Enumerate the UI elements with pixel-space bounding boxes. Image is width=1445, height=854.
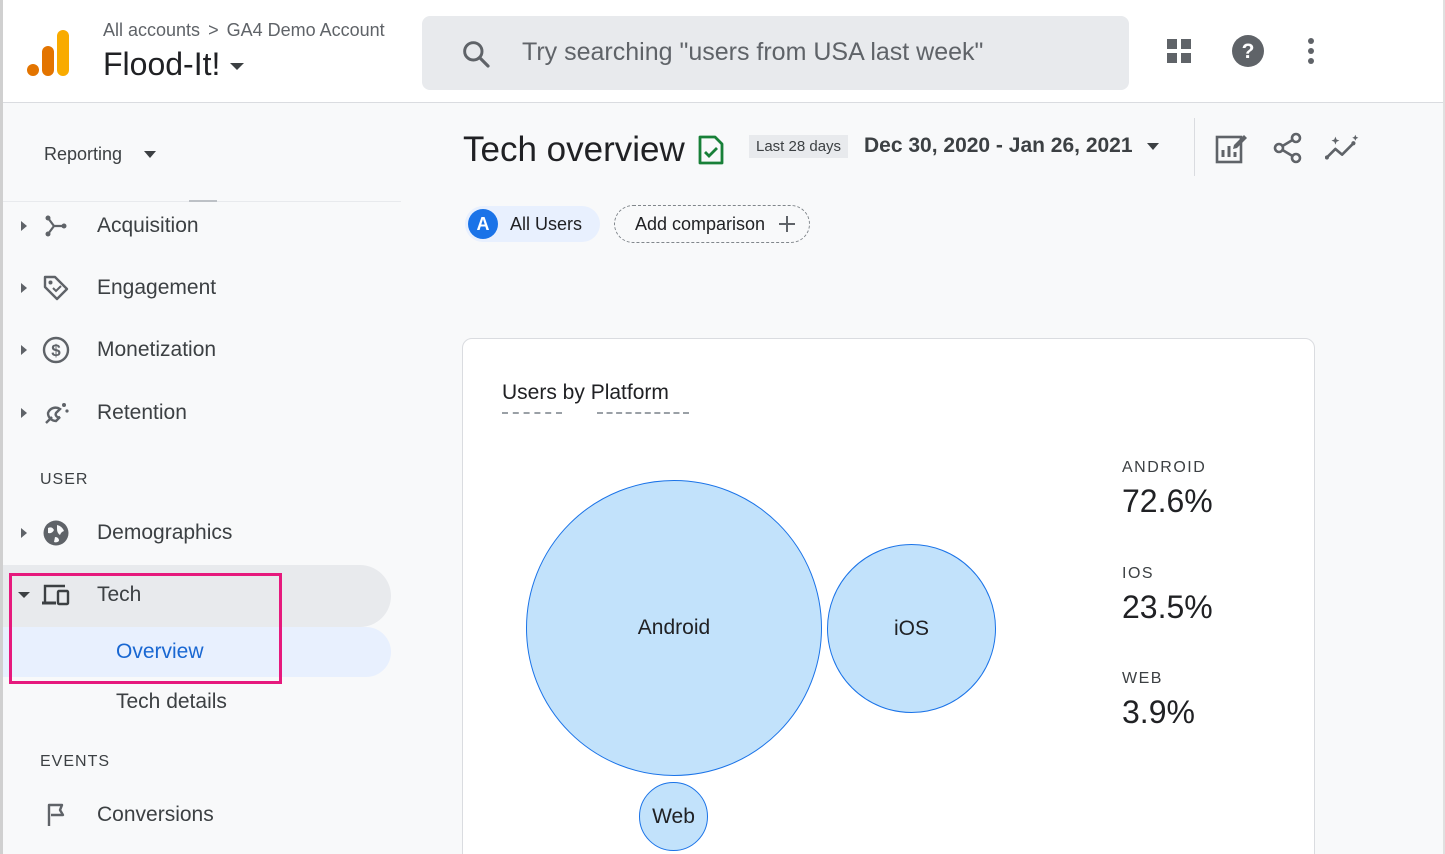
overview-selected-bg [3,627,391,677]
card-title-part1: Users by [502,381,585,404]
verified-report-icon[interactable] [697,134,725,166]
sidebar-item-retention[interactable]: Retention [3,383,391,443]
property-name: Flood-It! [103,46,221,82]
stat-key: ANDROID [1122,459,1207,476]
sidebar-item-label: Demographics [97,521,233,544]
users-by-platform-card: Users by Platform Android iOS Web ANDROI… [462,338,1315,854]
sidebar-item-engagement[interactable]: Engagement [3,258,391,318]
sidebar-item-demographics[interactable]: Demographics [3,503,391,563]
acquisition-icon [41,211,71,241]
stat-value: 23.5% [1122,589,1213,625]
stat-value: 3.9% [1122,694,1195,730]
stat-ios: IOS 23.5% [1122,565,1213,626]
sidebar-subitem-tech-details[interactable]: Tech details [116,690,227,713]
sidebar-item-label: Tech [97,583,142,606]
section-title-user: USER [40,471,89,488]
tag-icon [41,273,71,303]
chevron-right-icon [21,408,27,418]
caret-down-icon [144,151,157,158]
sidebar-item-monetization[interactable]: $ Monetization [3,320,391,380]
chevron-right-icon [21,345,27,355]
svg-text:?: ? [1242,40,1255,63]
dimension-underline [597,412,689,414]
dollar-circle-icon: $ [41,335,71,365]
stat-key: IOS [1122,565,1155,582]
chevron-right-icon [21,528,27,538]
svg-text:$: $ [51,341,61,360]
insights-icon[interactable] [1325,130,1361,166]
add-comparison-button[interactable]: Add comparison [614,205,811,243]
caret-down-icon [1146,142,1159,150]
sidebar-item-label: Engagement [97,276,217,299]
date-preset-chip: Last 28 days [749,135,849,158]
stat-value: 72.6% [1122,483,1213,519]
window-edge [0,0,3,854]
bubble-label: iOS [893,616,929,640]
analytics-logo-icon[interactable] [27,30,71,76]
bubble-ios[interactable]: iOS [827,544,996,713]
date-range-text: Dec 30, 2020 - Jan 26, 2021 [864,134,1133,157]
card-title-part2: Platform [590,381,669,404]
segment-badge: A [468,209,498,239]
bubble-label: Web [652,804,695,828]
caret-down-icon [230,63,245,70]
divider [1194,118,1195,176]
chevron-down-icon [18,592,30,598]
sidebar-item-label: Monetization [97,338,217,361]
sidebar-item-acquisition[interactable]: Acquisition [3,196,391,256]
customize-report-icon[interactable] [1213,130,1249,166]
search-bar[interactable]: Try searching "users from USA last week" [422,16,1129,90]
dimension-underline [502,412,562,414]
stat-key: WEB [1122,670,1163,687]
reporting-dropdown[interactable]: Reporting [44,144,157,165]
stat-web: WEB 3.9% [1122,670,1195,731]
more-vert-icon[interactable] [1293,33,1329,69]
card-title[interactable]: Users by Platform [502,381,669,405]
share-icon[interactable] [1270,130,1306,166]
plus-icon [779,216,796,232]
property-selector[interactable]: Flood-It! [103,46,245,83]
search-icon [463,41,490,68]
sidebar-item-tech[interactable]: Tech [3,565,391,625]
scroll-indicator [189,200,217,202]
highlight-box [9,573,282,684]
bubble-label: Android [637,616,711,639]
sidebar-subitem-overview[interactable]: Overview [116,640,204,663]
add-comparison-label: Add comparison [635,213,766,234]
stat-android: ANDROID 72.6% [1122,459,1213,520]
date-range-picker[interactable]: Dec 30, 2020 - Jan 26, 2021 [864,134,1159,158]
search-placeholder: Try searching "users from USA last week" [522,38,984,66]
sidebar-item-label: Acquisition [97,214,199,237]
bubble-android[interactable]: Android [526,480,822,776]
chevron-right-icon [21,283,27,293]
retention-magnet-icon [41,398,71,428]
globe-icon [41,518,71,548]
bubble-web[interactable]: Web [639,782,708,851]
page-title: Tech overview [463,130,725,170]
breadcrumb[interactable]: All accounts > GA4 Demo Account [103,20,385,41]
breadcrumb-account[interactable]: GA4 Demo Account [226,20,385,40]
segment-label: All Users [510,213,583,234]
apps-grid-icon[interactable] [1161,33,1197,69]
devices-icon [41,580,71,610]
top-bar: All accounts > GA4 Demo Account Flood-It! … [3,0,1443,103]
segment-chip-all-users[interactable]: A All Users [465,206,601,242]
sidebar: Reporting Acquisition Engagement $ Monet… [3,104,403,854]
flag-icon [41,800,71,830]
section-title-events: EVENTS [40,753,111,770]
page-title-text: Tech overview [463,130,685,169]
reporting-label: Reporting [44,144,123,164]
breadcrumb-all-accounts[interactable]: All accounts [103,20,201,40]
window-edge-right [1443,0,1445,854]
breadcrumb-separator: > [208,20,219,40]
sidebar-item-conversions[interactable]: Conversions [3,785,391,845]
help-icon[interactable]: ? [1230,33,1266,69]
sidebar-item-label: Conversions [97,803,214,826]
sidebar-item-label: Retention [97,401,187,424]
chevron-right-icon [21,221,27,231]
